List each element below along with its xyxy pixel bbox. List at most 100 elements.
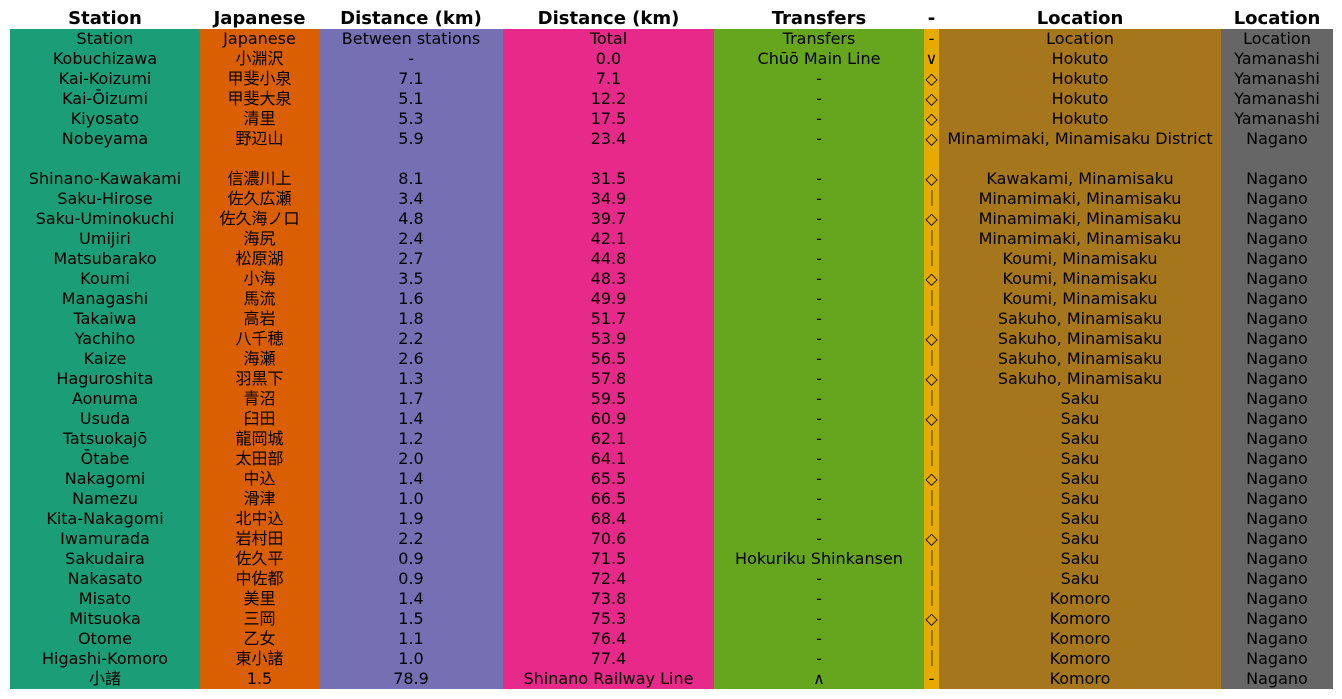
distance-between-cell: 2.6: [319, 349, 503, 369]
table-row: Kai-Ōizumi 甲斐大泉 5.1 12.2- ◇ Hokuto Yamanashi: [10, 89, 1333, 109]
distance-total-cell: 68.4: [503, 509, 714, 529]
japanese-cell: 北中込: [200, 509, 319, 529]
location-cell: Koumi, Minamisaku: [939, 269, 1221, 289]
station-cell: Kai-Ōizumi: [10, 89, 200, 109]
distance-total-cell: 49.9: [503, 289, 714, 309]
japanese-cell: 中込: [200, 469, 319, 489]
distance-between-cell: 1.2: [319, 429, 503, 449]
distance-between-cell: 1.0: [319, 489, 503, 509]
marker-cell: ｜: [924, 549, 939, 569]
location-cell: Komoro: [939, 609, 1221, 629]
table-row: Kai-Koizumi 甲斐小泉 7.1 7.1- ◇ Hokuto Yamanashi: [10, 69, 1333, 89]
distance-total-cell: 77.4: [503, 649, 714, 669]
marker-cell: ｜: [924, 429, 939, 449]
distance-between-cell: 5.9: [319, 129, 503, 169]
prefecture-cell: Nagano: [1221, 309, 1333, 329]
prefecture-cell: Nagano: [1221, 189, 1333, 209]
japanese-cell: 東小諸: [200, 649, 319, 669]
distance-between-cell: 2.4: [319, 229, 503, 249]
transfers-cell: -: [714, 429, 924, 449]
transfers-cell: -: [714, 609, 924, 629]
prefecture-cell: Nagano: [1221, 349, 1333, 369]
transfers-cell: -: [714, 109, 924, 129]
marker-cell: ｜: [924, 229, 939, 249]
station-cell: Nakagomi: [10, 469, 200, 489]
transfers-cell: -: [714, 589, 924, 609]
japanese-cell: 岩村田: [200, 529, 319, 549]
transfers-cell: -: [714, 189, 924, 209]
table-row: Kita-Nakagomi 北中込 1.9 68.4- ｜ Saku Nagano: [10, 509, 1333, 529]
transfers-cell: -: [714, 309, 924, 329]
station-cell: Tatsuokajō: [10, 429, 200, 449]
location-cell: Koumi, Minamisaku: [939, 249, 1221, 269]
distance-total-cell: 12.2: [503, 89, 714, 109]
distance-between-cell: 5.3: [319, 109, 503, 129]
station-table: Station Japanese Distance (km) Distance …: [10, 8, 1333, 689]
marker-cell: ◇: [924, 369, 939, 389]
location-cell: Komoro: [939, 669, 1221, 689]
table-row: Shinano-Kawakami 信濃川上 8.1 31.5- ◇ Kawakami, M…: [10, 169, 1333, 189]
marker-cell: ｜: [924, 649, 939, 669]
marker-cell: ◇: [924, 209, 939, 229]
marker-cell: ◇: [924, 109, 939, 129]
table-row: Higashi-Komoro 東小諸 1.0 77.4- ｜ Komoro Nagano: [10, 649, 1333, 669]
location-cell: Saku: [939, 569, 1221, 589]
table-row: Station Japanese Between stations Total Tran…: [10, 29, 1333, 49]
japanese-cell: 松原湖: [200, 249, 319, 269]
distance-total-cell: Total: [503, 29, 714, 49]
location-cell: Minamimaki, Minamisaku: [939, 229, 1221, 249]
distance-total-cell: 57.8: [503, 369, 714, 389]
marker-cell: ｜: [924, 569, 939, 589]
distance-between-cell: 1.0: [319, 649, 503, 669]
station-cell: Shinano-Kawakami: [10, 169, 200, 189]
station-cell: Namezu: [10, 489, 200, 509]
station-cell: Misato: [10, 589, 200, 609]
japanese-cell: 小海: [200, 269, 319, 289]
marker-cell: ◇: [924, 469, 939, 489]
prefecture-cell: Nagano: [1221, 369, 1333, 389]
transfers-cell: -: [714, 349, 924, 369]
prefecture-cell: Nagano: [1221, 389, 1333, 409]
location-cell: Saku: [939, 409, 1221, 429]
location-cell: Sakuho, Minamisaku: [939, 329, 1221, 349]
table-row: Aonuma 青沼 1.7 59.5- ｜ Saku Nagano: [10, 389, 1333, 409]
distance-between-cell: 1.9: [319, 509, 503, 529]
location-cell: Saku: [939, 549, 1221, 569]
distance-total-cell: 65.5: [503, 469, 714, 489]
distance-between-cell: 5.1: [319, 89, 503, 109]
station-cell: Kiyosato: [10, 109, 200, 129]
table-row: Usuda 臼田 1.4 60.9- ◇ Saku Nagano: [10, 409, 1333, 429]
table-row: Iwamurada 岩村田 2.2 70.6- ◇ Saku Nagano: [10, 529, 1333, 549]
prefecture-cell: Nagano: [1221, 449, 1333, 469]
marker-cell: ◇: [924, 529, 939, 549]
station-cell: Mitsuoka: [10, 609, 200, 629]
marker-cell: ∨: [924, 49, 939, 69]
transfers-cell: Transfers: [714, 29, 924, 49]
location-cell: Minamimaki, Minamisaku: [939, 209, 1221, 229]
prefecture-cell: Nagano: [1221, 129, 1333, 169]
station-cell: Station: [10, 29, 200, 49]
location-cell: Saku: [939, 429, 1221, 449]
column-header-japanese: Japanese: [213, 8, 306, 29]
station-cell: Takaiwa: [10, 309, 200, 329]
japanese-cell: 小淵沢: [200, 49, 319, 69]
location-cell: Koumi, Minamisaku: [939, 289, 1221, 309]
transfers-cell: -: [714, 449, 924, 469]
japanese-cell: 八千穂: [200, 329, 319, 349]
prefecture-cell: Nagano: [1221, 549, 1333, 569]
station-cell: Higashi-Komoro: [10, 649, 200, 669]
column-header-prefecture: Location: [1233, 8, 1321, 29]
location-cell: Hokuto: [939, 69, 1221, 89]
distance-between-cell: 0.9: [319, 569, 503, 589]
prefecture-cell: Nagano: [1221, 269, 1333, 289]
distance-total-cell: 0.0: [503, 49, 714, 69]
station-cell: Koumi: [10, 269, 200, 289]
transfers-cell: -: [714, 69, 924, 89]
distance-total-cell: 39.7: [503, 209, 714, 229]
station-cell: Nobeyama: [10, 129, 200, 169]
location-cell: Hokuto: [939, 89, 1221, 109]
transfers-cell: -: [714, 289, 924, 309]
prefecture-cell: Nagano: [1221, 589, 1333, 609]
station-cell: Yachiho: [10, 329, 200, 349]
marker-cell: ◇: [924, 169, 939, 189]
